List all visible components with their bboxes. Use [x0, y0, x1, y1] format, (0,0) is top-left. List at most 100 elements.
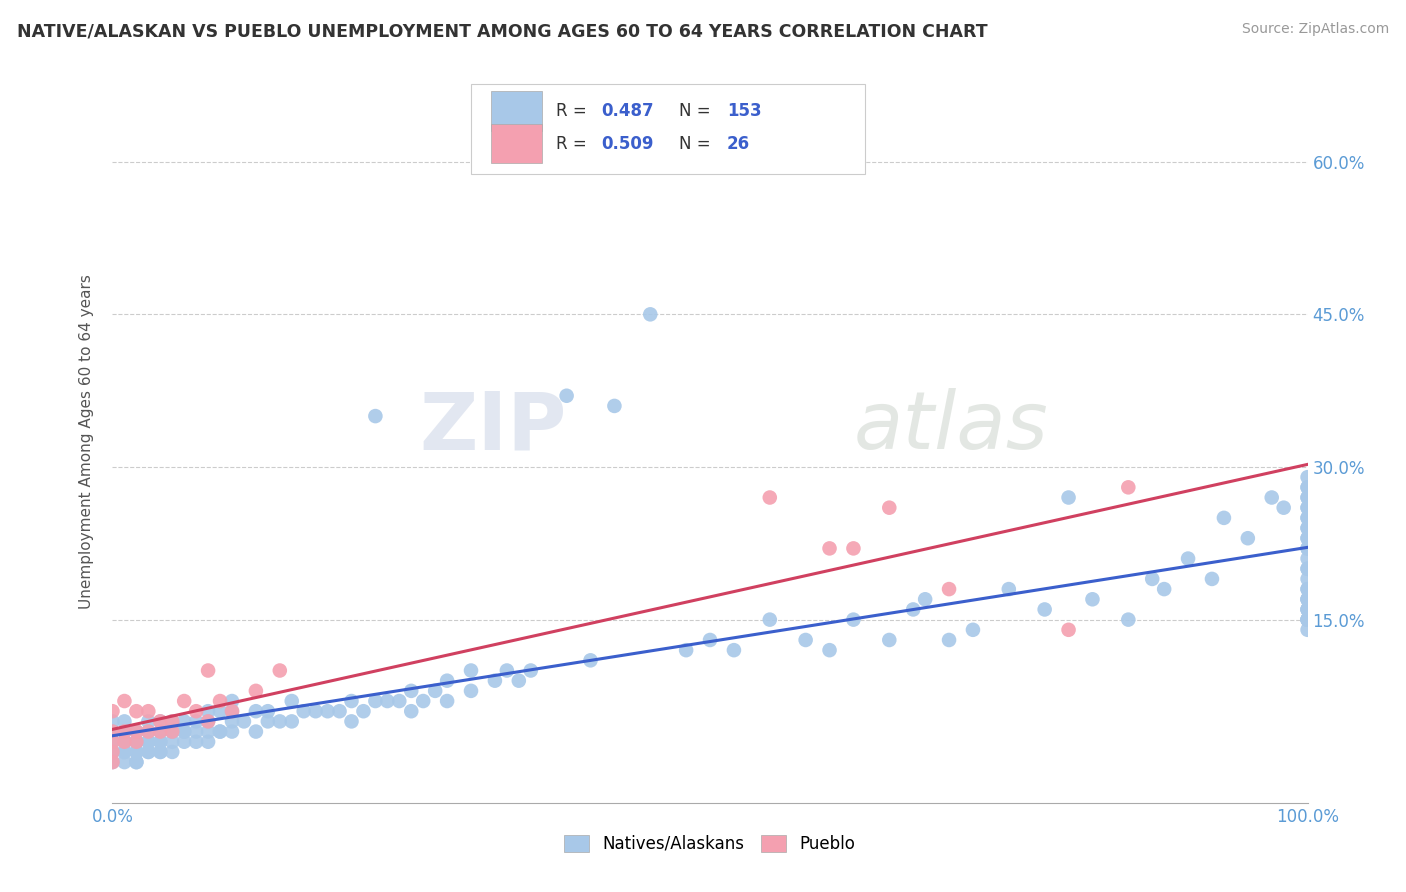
Point [138, 724, 160, 739]
Point [1057, 623, 1080, 637]
Point [412, 694, 434, 708]
Point [305, 704, 328, 718]
Point [364, 409, 387, 423]
Point [675, 643, 697, 657]
Point [962, 623, 984, 637]
Point [1296, 511, 1319, 525]
Point [162, 724, 183, 739]
Point [197, 664, 219, 678]
Text: N =: N = [679, 135, 716, 153]
Point [233, 714, 256, 729]
Point [173, 714, 195, 729]
Point [555, 389, 578, 403]
Point [1296, 531, 1319, 545]
Point [162, 735, 183, 749]
Point [101, 735, 124, 749]
Point [138, 735, 160, 749]
Point [149, 745, 172, 759]
Point [579, 653, 602, 667]
Text: 0.509: 0.509 [602, 135, 654, 153]
Point [186, 735, 208, 749]
Y-axis label: Unemployment Among Ages 60 to 64 years: Unemployment Among Ages 60 to 64 years [79, 274, 94, 609]
Point [496, 664, 519, 678]
Point [425, 684, 447, 698]
Point [245, 724, 267, 739]
Point [1296, 521, 1319, 535]
Point [316, 704, 339, 718]
Point [197, 724, 219, 739]
Point [1296, 521, 1319, 535]
Point [1296, 582, 1319, 596]
Point [1213, 511, 1236, 525]
Point [1142, 572, 1164, 586]
Point [1296, 541, 1319, 556]
Point [186, 704, 208, 718]
Point [1296, 491, 1319, 505]
Point [281, 694, 304, 708]
Point [125, 755, 148, 769]
Point [221, 724, 243, 739]
Point [209, 724, 232, 739]
Point [1237, 531, 1260, 545]
Point [209, 704, 232, 718]
Point [1177, 551, 1199, 566]
Point [1296, 582, 1319, 596]
Point [149, 714, 172, 729]
Point [401, 704, 423, 718]
Point [1296, 592, 1319, 607]
Point [603, 399, 626, 413]
Point [245, 684, 267, 698]
Text: R =: R = [555, 135, 592, 153]
Point [364, 694, 387, 708]
Point [269, 714, 291, 729]
Point [818, 643, 841, 657]
Point [125, 735, 148, 749]
Point [173, 735, 195, 749]
Point [125, 724, 148, 739]
Point [149, 714, 172, 729]
Point [149, 724, 172, 739]
Point [162, 714, 183, 729]
Point [221, 714, 243, 729]
Point [162, 724, 183, 739]
Text: N =: N = [679, 102, 716, 120]
Legend: Natives/Alaskans, Pueblo: Natives/Alaskans, Pueblo [558, 828, 862, 860]
Point [101, 735, 124, 749]
Point [149, 735, 172, 749]
Text: 153: 153 [727, 102, 762, 120]
Point [1296, 602, 1319, 616]
Point [114, 724, 135, 739]
Point [1296, 491, 1319, 505]
Point [1296, 562, 1319, 576]
Point [759, 491, 782, 505]
Point [125, 704, 148, 718]
Point [1153, 582, 1175, 596]
Point [1057, 491, 1080, 505]
Point [125, 735, 148, 749]
Point [903, 602, 925, 616]
Point [1296, 470, 1319, 484]
Point [101, 724, 124, 739]
Text: 26: 26 [727, 135, 749, 153]
Point [1296, 592, 1319, 607]
Point [520, 664, 543, 678]
Point [842, 541, 865, 556]
Point [197, 714, 219, 729]
Point [401, 684, 423, 698]
Point [125, 724, 148, 739]
Point [101, 755, 124, 769]
Point [818, 541, 841, 556]
Point [149, 724, 172, 739]
Point [1296, 602, 1319, 616]
Point [257, 704, 280, 718]
Point [257, 714, 280, 729]
Point [114, 755, 135, 769]
Point [186, 724, 208, 739]
Point [114, 745, 135, 759]
Point [508, 673, 530, 688]
Point [173, 694, 195, 708]
Point [1296, 613, 1319, 627]
Point [914, 592, 936, 607]
Point [938, 582, 960, 596]
Point [209, 724, 232, 739]
